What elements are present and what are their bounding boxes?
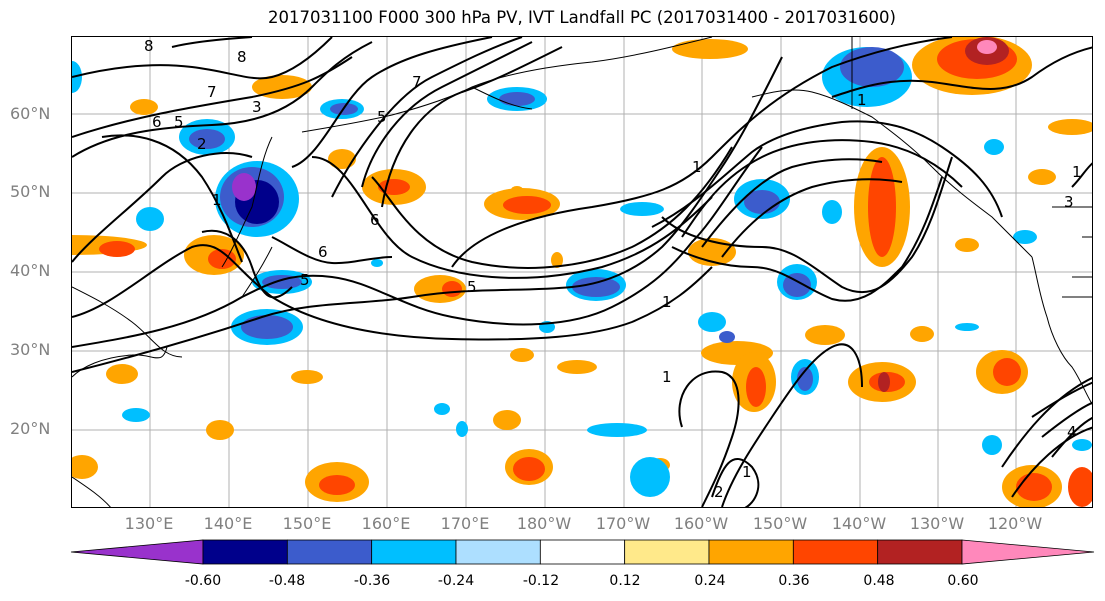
colorbar-segment bbox=[202, 539, 288, 565]
colorbar-segment bbox=[286, 539, 373, 565]
lat-label-60n: 60°N bbox=[10, 104, 51, 123]
colorbar-tick: 0.60 bbox=[947, 573, 979, 589]
colorbar-tick: -0.36 bbox=[353, 573, 391, 589]
lon-label-150w: 150°W bbox=[752, 514, 808, 533]
colorbar-tick: 0.12 bbox=[609, 573, 641, 589]
lat-label-40n: 40°N bbox=[10, 261, 51, 280]
lat-label-20n: 20°N bbox=[10, 419, 51, 438]
colorbar-segment bbox=[539, 539, 626, 565]
colorbar-segment bbox=[961, 539, 1095, 565]
contour-label: 1 bbox=[662, 293, 672, 311]
contour-label: 1 bbox=[1072, 163, 1082, 181]
contour-label: 5 bbox=[377, 108, 387, 126]
contour-label: 1 bbox=[212, 191, 222, 209]
colorbar-segment bbox=[877, 539, 963, 565]
lon-label-180w: 180°W bbox=[516, 514, 572, 533]
colorbar-segment bbox=[792, 539, 879, 565]
lat-label-30n: 30°N bbox=[10, 340, 51, 359]
graticule bbox=[72, 37, 1092, 507]
colorbar-segment bbox=[455, 539, 541, 565]
contour-label: 3 bbox=[1064, 193, 1074, 211]
contour-label: 8 bbox=[144, 37, 154, 55]
contour-label: 1 bbox=[662, 368, 672, 386]
colorbar-segment bbox=[708, 539, 794, 565]
colorbar-tick: -0.60 bbox=[184, 573, 222, 589]
colorbar-tick: 0.48 bbox=[863, 573, 895, 589]
lon-label-130w: 130°W bbox=[909, 514, 965, 533]
lon-label-170e: 170°E bbox=[440, 514, 490, 533]
contour-label: 6 bbox=[318, 243, 328, 261]
lon-label-160w: 160°W bbox=[673, 514, 729, 533]
lon-label-120w: 120°W bbox=[987, 514, 1043, 533]
contour-label: 1 bbox=[692, 158, 702, 176]
lon-label-170w: 170°W bbox=[595, 514, 651, 533]
lon-label-140e: 140°E bbox=[203, 514, 253, 533]
colorbar-segment bbox=[624, 539, 710, 565]
colorbar-tick: -0.48 bbox=[268, 573, 306, 589]
colorbar bbox=[70, 539, 1095, 565]
coastlines bbox=[72, 37, 1092, 507]
map-canvas: 8 8 7 6 5 3 2 1 6 7 5 6 5 5 1 1 1 1 2 4 … bbox=[72, 37, 1092, 507]
contour-label: 7 bbox=[207, 83, 217, 101]
colorbar-segment bbox=[70, 539, 204, 565]
lat-label-50n: 50°N bbox=[10, 182, 51, 201]
contour-label: 5 bbox=[174, 113, 184, 131]
contour-label: 1 bbox=[742, 463, 752, 481]
contour-labels: 8 8 7 6 5 3 2 1 6 7 5 6 5 5 1 1 1 1 2 4 … bbox=[144, 37, 1082, 501]
chart-title: 2017031100 F000 300 hPa PV, IVT Landfall… bbox=[268, 8, 896, 27]
pv-contours bbox=[72, 37, 1092, 507]
contour-label: 2 bbox=[714, 483, 724, 501]
lon-label-130e: 130°E bbox=[124, 514, 174, 533]
lon-label-160e: 160°E bbox=[361, 514, 411, 533]
colorbar-tick: -0.12 bbox=[522, 573, 560, 589]
contour-label: 4 bbox=[1067, 423, 1077, 441]
contour-label: 2 bbox=[197, 135, 207, 153]
contour-label: 1 bbox=[857, 91, 867, 109]
lon-label-140w: 140°W bbox=[831, 514, 887, 533]
map-plot-area[interactable]: 8 8 7 6 5 3 2 1 6 7 5 6 5 5 1 1 1 1 2 4 … bbox=[71, 36, 1093, 508]
contour-label: 6 bbox=[152, 113, 162, 131]
contour-label: 5 bbox=[300, 271, 310, 289]
colorbar-tick: -0.24 bbox=[437, 573, 475, 589]
contour-label: 8 bbox=[237, 48, 247, 66]
contour-label: 7 bbox=[412, 73, 422, 91]
lon-label-150e: 150°E bbox=[282, 514, 332, 533]
contour-label: 6 bbox=[370, 211, 380, 229]
contour-label: 5 bbox=[467, 278, 477, 296]
colorbar-segment bbox=[371, 539, 457, 565]
contour-label: 3 bbox=[252, 98, 262, 116]
colorbar-tick: 0.24 bbox=[694, 573, 726, 589]
colorbar-tick: 0.36 bbox=[778, 573, 810, 589]
